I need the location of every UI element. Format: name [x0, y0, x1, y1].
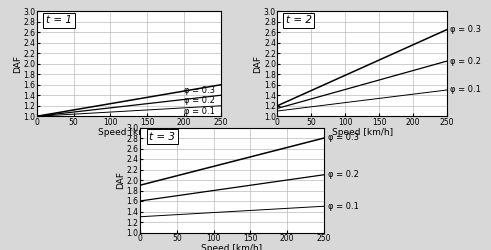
Text: φ = 0.3: φ = 0.3 — [450, 25, 481, 34]
Text: φ = 0.3: φ = 0.3 — [184, 86, 215, 95]
X-axis label: Speed [km/h]: Speed [km/h] — [201, 244, 263, 250]
Y-axis label: DAF: DAF — [116, 171, 125, 189]
X-axis label: Speed [km/h]: Speed [km/h] — [331, 128, 393, 137]
Text: φ = 0.2: φ = 0.2 — [327, 170, 358, 179]
Text: t = 3: t = 3 — [149, 132, 175, 142]
Y-axis label: DAF: DAF — [13, 55, 22, 73]
Text: t = 2: t = 2 — [286, 16, 312, 26]
Text: φ = 0.1: φ = 0.1 — [184, 107, 215, 116]
Text: t = 1: t = 1 — [46, 16, 72, 26]
Text: φ = 0.2: φ = 0.2 — [184, 96, 215, 105]
X-axis label: Speed [km/h]: Speed [km/h] — [98, 128, 160, 137]
Text: φ = 0.2: φ = 0.2 — [450, 57, 481, 66]
Text: φ = 0.1: φ = 0.1 — [450, 86, 481, 94]
Text: φ = 0.3: φ = 0.3 — [327, 134, 359, 142]
Y-axis label: DAF: DAF — [253, 55, 263, 73]
Text: φ = 0.1: φ = 0.1 — [327, 202, 358, 211]
